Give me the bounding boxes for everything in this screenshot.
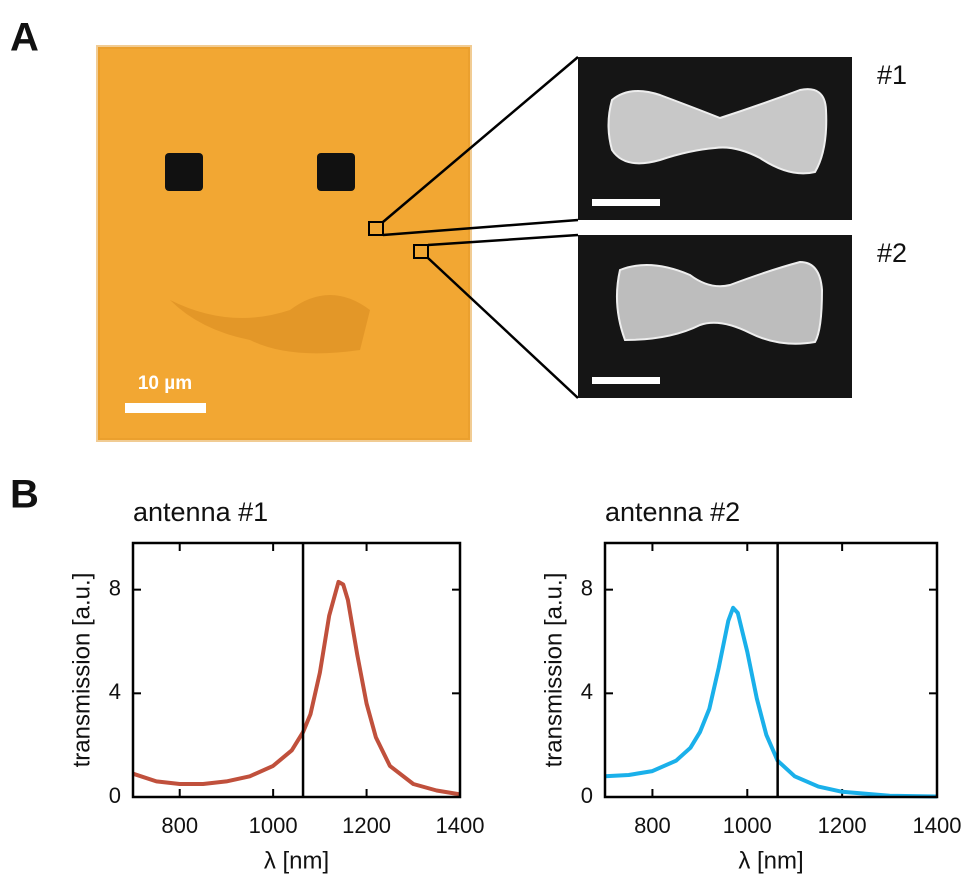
x-tick-label: 800 (161, 813, 198, 838)
x-tick-label: 1200 (818, 813, 867, 838)
y-tick-label: 0 (109, 783, 121, 808)
sem-label: #1 (877, 60, 907, 90)
x-tick-label: 1000 (249, 813, 298, 838)
y-tick-label: 8 (109, 575, 121, 600)
panel-label: B (10, 473, 39, 517)
x-axis-label: λ [nm] (738, 847, 803, 874)
scale-bar-label: 10 µm (138, 373, 192, 394)
y-tick-label: 8 (581, 575, 593, 600)
x-tick-label: 1200 (342, 813, 391, 838)
spectrum-line (604, 605, 938, 799)
x-tick-label: 800 (634, 813, 671, 838)
x-tick-label: 1000 (723, 813, 772, 838)
y-axis-label: transmission [a.u.] (540, 573, 567, 768)
spectrum-line (132, 579, 461, 797)
y-axis-label: transmission [a.u.] (68, 573, 95, 768)
plot-frame (131, 541, 462, 799)
zoom-lines (382, 56, 579, 399)
panel-label: A (10, 16, 39, 60)
y-tick-label: 0 (581, 783, 593, 808)
plot-frame (603, 541, 939, 799)
sem-label: #2 (877, 238, 907, 268)
y-tick-label: 4 (109, 679, 121, 704)
y-tick-label: 4 (581, 679, 593, 704)
chart-title: antenna #1 (133, 497, 268, 527)
x-axis-label: λ [nm] (264, 847, 329, 874)
x-tick-label: 1400 (913, 813, 962, 838)
micrograph: 10 µm (96, 45, 472, 442)
x-tick-label: 1400 (436, 813, 485, 838)
chart-title: antenna #2 (605, 497, 740, 527)
sem-image (578, 57, 852, 398)
